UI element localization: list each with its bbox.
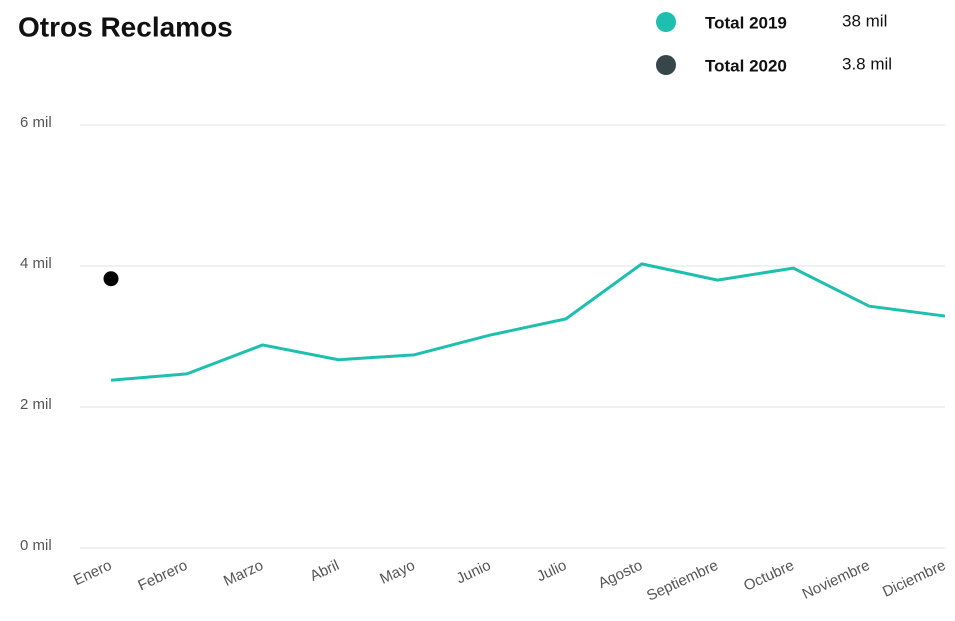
x-tick-label: Noviembre xyxy=(800,557,873,603)
x-tick-label: Abril xyxy=(307,557,341,585)
series-line xyxy=(110,262,946,382)
legend-label: Total 2019 xyxy=(705,13,787,32)
x-tick-label: Mayo xyxy=(377,557,417,588)
x-tick-label: Febrero xyxy=(135,557,190,595)
legend-total: 38 mil xyxy=(842,11,887,30)
x-tick-label: Julio xyxy=(534,557,569,585)
x-tick-label: Agosto xyxy=(596,557,646,592)
y-tick-label: 2 mil xyxy=(20,396,52,413)
x-tick-label: Junio xyxy=(454,557,494,588)
chart-title: Otros Reclamos xyxy=(18,11,233,42)
legend-label: Total 2020 xyxy=(705,56,787,75)
y-tick-label: 6 mil xyxy=(20,114,52,131)
x-tick-label: Marzo xyxy=(221,557,266,590)
x-tick-label: Enero xyxy=(71,557,114,589)
data-point xyxy=(103,271,119,287)
x-tick-label: Diciembre xyxy=(880,557,948,601)
x-tick-label: Septiembre xyxy=(644,557,721,605)
y-tick-label: 0 mil xyxy=(20,537,52,554)
legend-marker xyxy=(656,55,676,75)
legend-total: 3.8 mil xyxy=(842,54,892,73)
x-tick-label: Octubre xyxy=(741,557,797,595)
y-tick-label: 4 mil xyxy=(20,255,52,272)
legend-marker xyxy=(656,12,676,32)
